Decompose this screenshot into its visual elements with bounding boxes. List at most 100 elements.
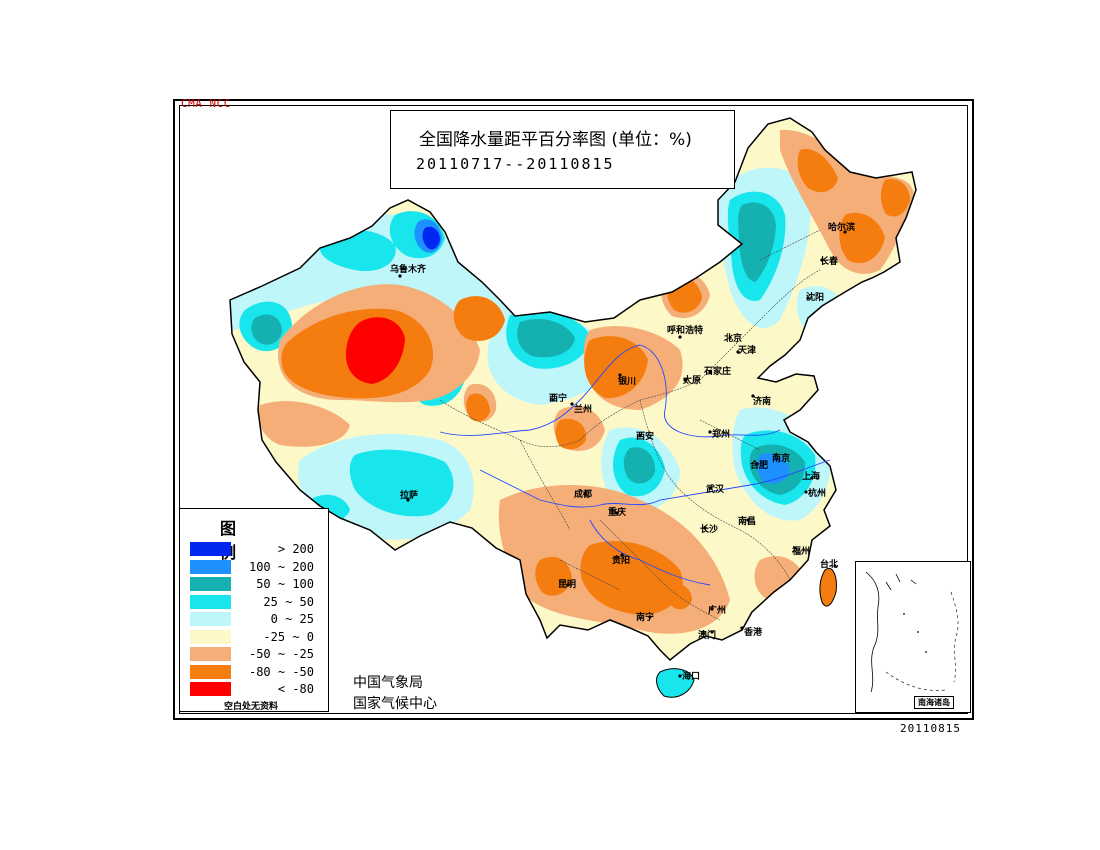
city-chongqing: 重庆 xyxy=(608,506,626,518)
svg-text:兰州: 兰州 xyxy=(574,403,592,415)
svg-text:福州: 福州 xyxy=(791,545,810,557)
city-lhasa: 拉萨 xyxy=(400,489,418,502)
svg-text:银川: 银川 xyxy=(618,375,636,387)
city-hefei: 合肥 xyxy=(750,459,768,471)
city-hongkong: 香港 xyxy=(740,626,763,638)
svg-text:郑州: 郑州 xyxy=(712,428,730,440)
legend-swatch xyxy=(190,612,231,626)
city-nanchang: 南昌 xyxy=(738,515,756,527)
city-yinchuan: 银川 xyxy=(618,373,636,387)
south-china-sea-sketch xyxy=(865,571,959,693)
svg-text:乌鲁木齐: 乌鲁木齐 xyxy=(390,263,427,275)
legend-item: < -80 xyxy=(190,682,320,699)
svg-text:香港: 香港 xyxy=(743,626,763,638)
svg-text:南昌: 南昌 xyxy=(738,515,756,527)
city-tianjin: 天津 xyxy=(736,344,756,356)
city-wuhan: 武汉 xyxy=(706,483,725,495)
svg-text:杭州: 杭州 xyxy=(808,487,826,499)
legend-item: > 200 xyxy=(190,542,320,559)
svg-text:沈阳: 沈阳 xyxy=(806,291,824,303)
legend-item: 50 ~ 100 xyxy=(190,577,320,594)
svg-text:广州: 广州 xyxy=(708,604,726,616)
city-zhengzhou: 郑州 xyxy=(708,428,730,440)
title-box: 全国降水量距平百分率图 (单位：%) 20110717--20110815 xyxy=(390,110,735,189)
legend-label: 25 ~ 50 xyxy=(263,595,314,609)
city-guiyang: 贵阳 xyxy=(612,553,630,566)
svg-text:重庆: 重庆 xyxy=(608,506,626,518)
map-inner-border xyxy=(179,105,968,714)
city-taipei: 台北 xyxy=(820,558,838,570)
city-xining: 西宁 xyxy=(549,392,567,404)
svg-text:天津: 天津 xyxy=(738,344,756,356)
legend-swatch xyxy=(190,647,231,661)
date-stamp: 20110815 xyxy=(900,722,961,735)
svg-text:澳门: 澳门 xyxy=(698,629,716,641)
map-period: 20110717--20110815 xyxy=(416,155,615,173)
south-china-sea-inset: 南海诸岛 xyxy=(855,561,971,713)
city-shijiazhuang: 石家庄 xyxy=(703,365,731,377)
svg-text:西宁: 西宁 xyxy=(549,392,567,404)
city-nanjing: 南京 xyxy=(772,452,790,464)
organization-name: 中国气象局 xyxy=(353,675,423,691)
city-xian: 西安 xyxy=(636,430,654,442)
svg-text:南宁: 南宁 xyxy=(636,611,654,623)
svg-text:呼和浩特: 呼和浩特 xyxy=(667,324,703,336)
svg-text:南京: 南京 xyxy=(772,452,790,464)
legend-item: -50 ~ -25 xyxy=(190,647,320,664)
city-harbin: 哈尔滨 xyxy=(828,221,855,234)
city-shanghai: 上海 xyxy=(802,470,820,482)
svg-text:西安: 西安 xyxy=(636,430,654,442)
legend-swatch xyxy=(190,665,231,679)
legend-item: -25 ~ 0 xyxy=(190,630,320,647)
city-shenyang: 沈阳 xyxy=(806,291,824,303)
city-nanning: 南宁 xyxy=(636,611,654,623)
city-taiyuan: 太原 xyxy=(682,374,701,386)
svg-text:成都: 成都 xyxy=(574,488,592,500)
city-changchun: 长春 xyxy=(820,255,839,267)
svg-text:哈尔滨: 哈尔滨 xyxy=(828,221,855,233)
organization-subname: 国家气候中心 xyxy=(353,696,437,712)
legend-item: 0 ~ 25 xyxy=(190,612,320,629)
province-boundaries xyxy=(439,229,821,621)
legend-item: 100 ~ 200 xyxy=(190,560,320,577)
legend-swatch xyxy=(190,560,231,574)
legend-label: -80 ~ -50 xyxy=(248,665,314,679)
legend-swatch xyxy=(190,577,231,591)
legend-label: < -80 xyxy=(277,682,314,696)
city-urumqi: 乌鲁木齐 xyxy=(390,263,427,278)
svg-text:长春: 长春 xyxy=(820,255,839,267)
legend-item: 25 ~ 50 xyxy=(190,595,320,612)
legend-label: 100 ~ 200 xyxy=(248,560,314,574)
svg-text:拉萨: 拉萨 xyxy=(400,489,418,501)
city-changsha: 长沙 xyxy=(700,523,718,535)
legend-swatch xyxy=(190,682,231,696)
cities-layer: 乌鲁木齐 哈尔滨 长春 沈阳 呼和浩特 北京 天津 石家庄 太原 银川 济南 西… xyxy=(390,221,855,682)
city-jinan: 济南 xyxy=(751,394,771,407)
legend-label: 0 ~ 25 xyxy=(270,612,314,626)
city-hohhot: 呼和浩特 xyxy=(667,324,703,339)
legend-note: 空白处无资料 xyxy=(224,702,279,712)
svg-text:太原: 太原 xyxy=(682,374,701,386)
legend-label: > 200 xyxy=(277,542,314,556)
legend-swatch xyxy=(190,542,231,556)
city-hangzhou: 杭州 xyxy=(804,487,826,499)
svg-text:武汉: 武汉 xyxy=(706,483,725,495)
svg-text:贵阳: 贵阳 xyxy=(612,554,630,566)
svg-text:石家庄: 石家庄 xyxy=(703,365,731,377)
legend-label: -50 ~ -25 xyxy=(248,647,314,661)
south-china-sea-label: 南海诸岛 xyxy=(914,696,954,709)
city-haikou: 海口 xyxy=(678,670,700,682)
legend: 图 例 > 200 100 ~ 200 50 ~ 100 25 ~ 50 0 ~… xyxy=(179,508,329,712)
svg-text:海口: 海口 xyxy=(682,670,700,682)
city-beijing: 北京 xyxy=(724,332,742,344)
hainan-island xyxy=(656,668,695,698)
taiwan-island xyxy=(819,568,837,607)
credit-label: CMA NCC xyxy=(181,97,231,110)
legend-label: -25 ~ 0 xyxy=(263,630,314,644)
svg-text:济南: 济南 xyxy=(753,395,771,407)
svg-text:长沙: 长沙 xyxy=(700,523,718,535)
legend-item: -80 ~ -50 xyxy=(190,665,320,682)
rivers xyxy=(439,344,831,586)
city-kunming: 昆明 xyxy=(558,579,576,590)
